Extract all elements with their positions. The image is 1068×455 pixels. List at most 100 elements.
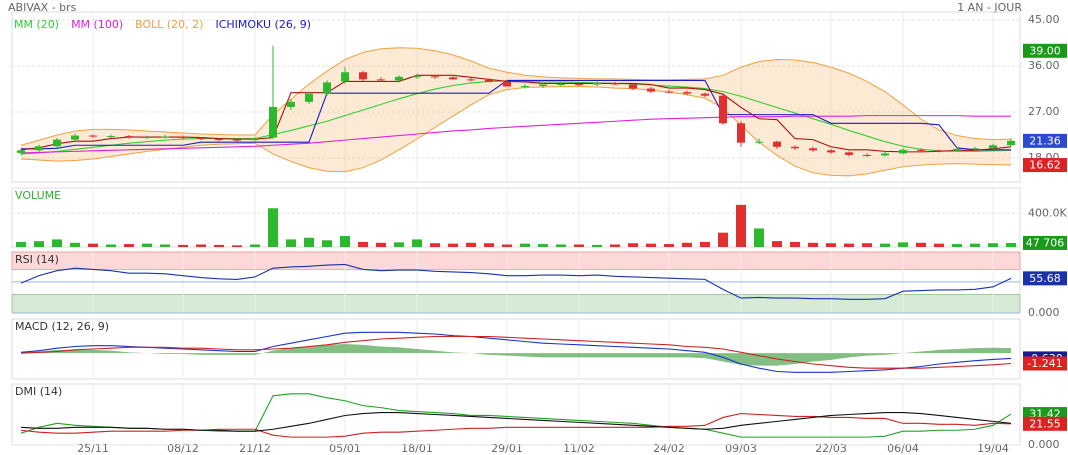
- volume-bar: [538, 244, 548, 247]
- panel-frame: [11, 11, 1021, 183]
- value-badge-label: 47 706: [1026, 236, 1065, 249]
- candle-body: [845, 152, 853, 155]
- volume-bar: [556, 244, 566, 247]
- volume-bar: [178, 244, 188, 247]
- volume-bar: [682, 242, 692, 247]
- candle-body: [809, 148, 817, 151]
- candle-body: [485, 79, 493, 82]
- x-tick-label: 19/04: [977, 442, 1009, 455]
- candle-body: [161, 136, 169, 138]
- candle-body: [89, 135, 97, 137]
- candle-body: [539, 84, 547, 87]
- volume-bar: [628, 243, 638, 247]
- volume-bar: [718, 232, 728, 247]
- y-tick-label: 400.0K: [1028, 206, 1067, 219]
- panel-frame: [11, 187, 1021, 248]
- candle-body: [125, 136, 133, 138]
- volume-bar: [988, 243, 998, 247]
- candle-body: [521, 86, 529, 88]
- candle-body: [989, 145, 997, 149]
- volume-bar: [16, 241, 26, 247]
- x-tick-label: 09/03: [725, 442, 757, 455]
- volume-bar: [844, 243, 854, 247]
- volume-bar: [1006, 242, 1016, 247]
- value-badge-label: 21.55: [1029, 417, 1061, 430]
- candle-body: [755, 141, 763, 143]
- candle-body: [179, 136, 187, 139]
- candle-body: [215, 139, 223, 141]
- volume-bar: [124, 244, 134, 247]
- volume-bar: [232, 245, 242, 247]
- candle-body: [593, 82, 601, 85]
- volume-bar: [196, 244, 206, 247]
- candle-body: [53, 139, 61, 147]
- x-tick-label: 29/01: [491, 442, 523, 455]
- volume-bar: [142, 243, 152, 247]
- candle-body: [233, 139, 241, 141]
- value-badge: [1023, 43, 1067, 58]
- candle-body: [287, 101, 295, 107]
- x-tick-label: 21/12: [239, 442, 271, 455]
- value-badge-label: 55.68: [1029, 272, 1061, 285]
- volume-bar: [610, 244, 620, 247]
- volume-bar: [394, 242, 404, 247]
- value-badge-label: 16.62: [1029, 159, 1061, 172]
- volume-bar: [412, 239, 422, 247]
- volume-bar: [286, 239, 296, 247]
- y-tick-label: 45.00: [1028, 13, 1060, 26]
- volume-bar: [466, 242, 476, 247]
- candle-body: [917, 149, 925, 151]
- chart-title: ABIVAX - brs: [8, 1, 77, 14]
- value-badge: [1023, 271, 1067, 286]
- ma-line: [20, 115, 1011, 154]
- candle-body: [665, 91, 673, 93]
- candle-body: [323, 82, 331, 94]
- legend-entry: ICHIMOKU (26, 9): [215, 18, 311, 31]
- candle-body: [377, 79, 385, 81]
- volume-bar: [754, 228, 764, 247]
- volume-bar: [700, 241, 710, 247]
- x-tick-label: 24/02: [653, 442, 685, 455]
- candle-body: [719, 95, 727, 124]
- boll-lower: [20, 86, 1012, 177]
- panel-title: DMI (14): [15, 385, 62, 398]
- indicator-line: [20, 263, 1012, 300]
- candle-body: [269, 106, 277, 138]
- candle-body: [71, 135, 79, 140]
- value-badge: [1023, 158, 1067, 173]
- candle-body: [413, 76, 421, 78]
- candle-body: [107, 136, 115, 138]
- volume-bar: [664, 244, 674, 247]
- volume-bar: [862, 243, 872, 247]
- legend-entry: BOLL (20, 2): [135, 18, 203, 31]
- candle-body: [503, 81, 511, 87]
- panel-frame: [11, 383, 1021, 446]
- y-tick-label: 0.000: [1028, 438, 1060, 451]
- volume-bar: [34, 241, 44, 247]
- histogram-area: [21, 344, 1011, 366]
- x-tick-label: 22/03: [815, 442, 847, 455]
- volume-bar: [448, 243, 458, 247]
- value-badge-label: 21.36: [1029, 134, 1061, 147]
- volume-bar: [916, 242, 926, 247]
- volume-bar: [790, 241, 800, 247]
- ichimoku-line: [21, 79, 1011, 151]
- y-tick-label: 36.00: [1028, 59, 1060, 72]
- value-badge: [1023, 235, 1067, 250]
- volume-bar: [826, 243, 836, 247]
- value-badge: [1023, 416, 1067, 431]
- candle-body: [701, 93, 709, 96]
- candle-body: [17, 150, 25, 153]
- candle-body: [35, 146, 43, 151]
- candle-body: [773, 141, 781, 147]
- indicator-line: [20, 331, 1012, 373]
- candle-body: [611, 82, 619, 85]
- candle-body: [305, 93, 313, 102]
- panel-title: VOLUME: [15, 189, 61, 202]
- candle-body: [953, 148, 961, 151]
- x-tick-label: 05/01: [329, 442, 361, 455]
- candle-body: [683, 92, 691, 94]
- volume-bar: [322, 240, 332, 247]
- x-tick-label: 25/11: [77, 442, 109, 455]
